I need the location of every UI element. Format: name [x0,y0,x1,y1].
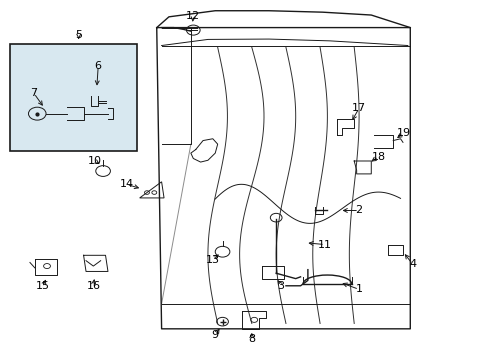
Text: 3: 3 [277,281,284,291]
Text: 12: 12 [186,11,200,21]
Text: 4: 4 [408,259,415,269]
Text: 7: 7 [30,88,38,98]
Text: 2: 2 [355,206,362,216]
Text: 19: 19 [396,129,410,138]
Text: 18: 18 [371,152,385,162]
Text: 15: 15 [36,281,50,291]
Text: 1: 1 [355,284,362,294]
Text: 17: 17 [351,103,366,113]
Text: 5: 5 [75,30,82,40]
Text: 6: 6 [95,61,102,71]
Text: 16: 16 [86,281,100,291]
Text: 10: 10 [88,156,102,166]
Text: 14: 14 [119,179,133,189]
Text: 13: 13 [205,255,219,265]
Text: 11: 11 [317,239,331,249]
Text: 9: 9 [211,330,218,340]
Text: 8: 8 [248,334,255,344]
FancyBboxPatch shape [10,44,137,151]
